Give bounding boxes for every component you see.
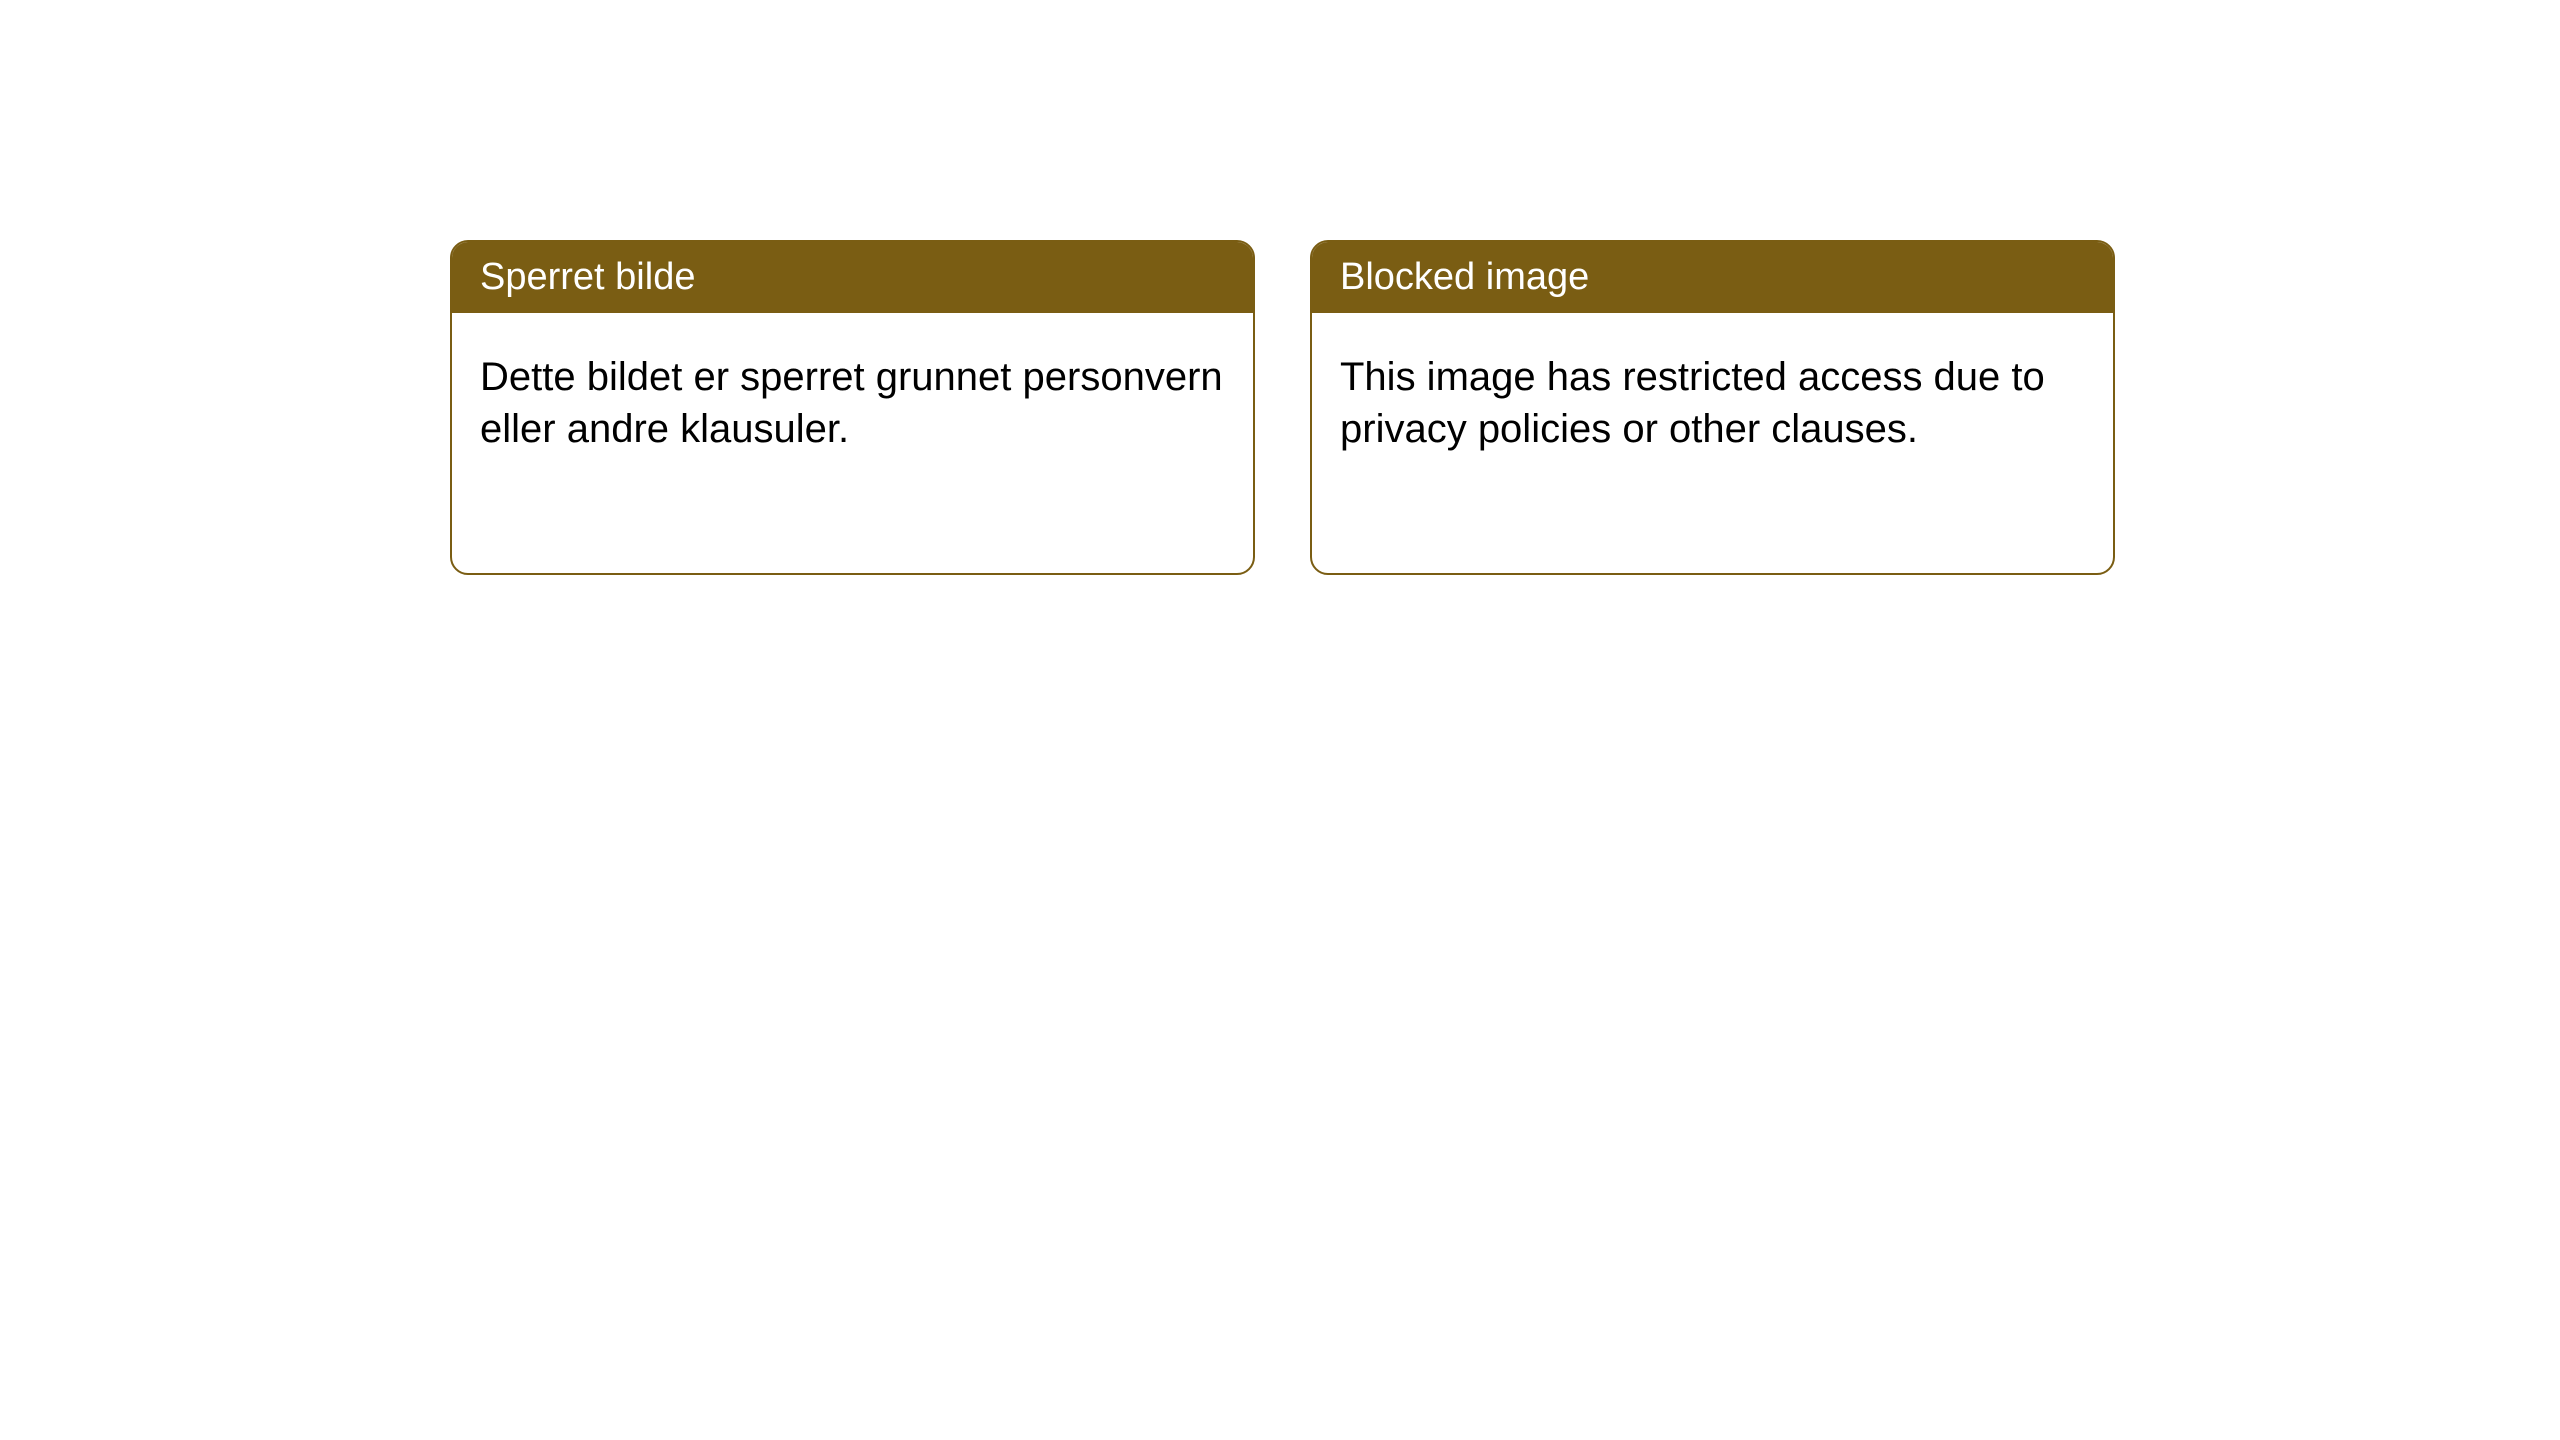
card-title: Sperret bilde: [480, 256, 695, 298]
card-body: Dette bildet er sperret grunnet personve…: [452, 313, 1253, 493]
notice-container: Sperret bilde Dette bildet er sperret gr…: [0, 0, 2560, 575]
card-body-text: This image has restricted access due to …: [1340, 355, 2045, 451]
notice-card-norwegian: Sperret bilde Dette bildet er sperret gr…: [450, 240, 1255, 575]
card-body-text: Dette bildet er sperret grunnet personve…: [480, 355, 1223, 451]
card-header: Blocked image: [1312, 242, 2113, 313]
card-header: Sperret bilde: [452, 242, 1253, 313]
card-title: Blocked image: [1340, 256, 1589, 298]
notice-card-english: Blocked image This image has restricted …: [1310, 240, 2115, 575]
card-body: This image has restricted access due to …: [1312, 313, 2113, 493]
